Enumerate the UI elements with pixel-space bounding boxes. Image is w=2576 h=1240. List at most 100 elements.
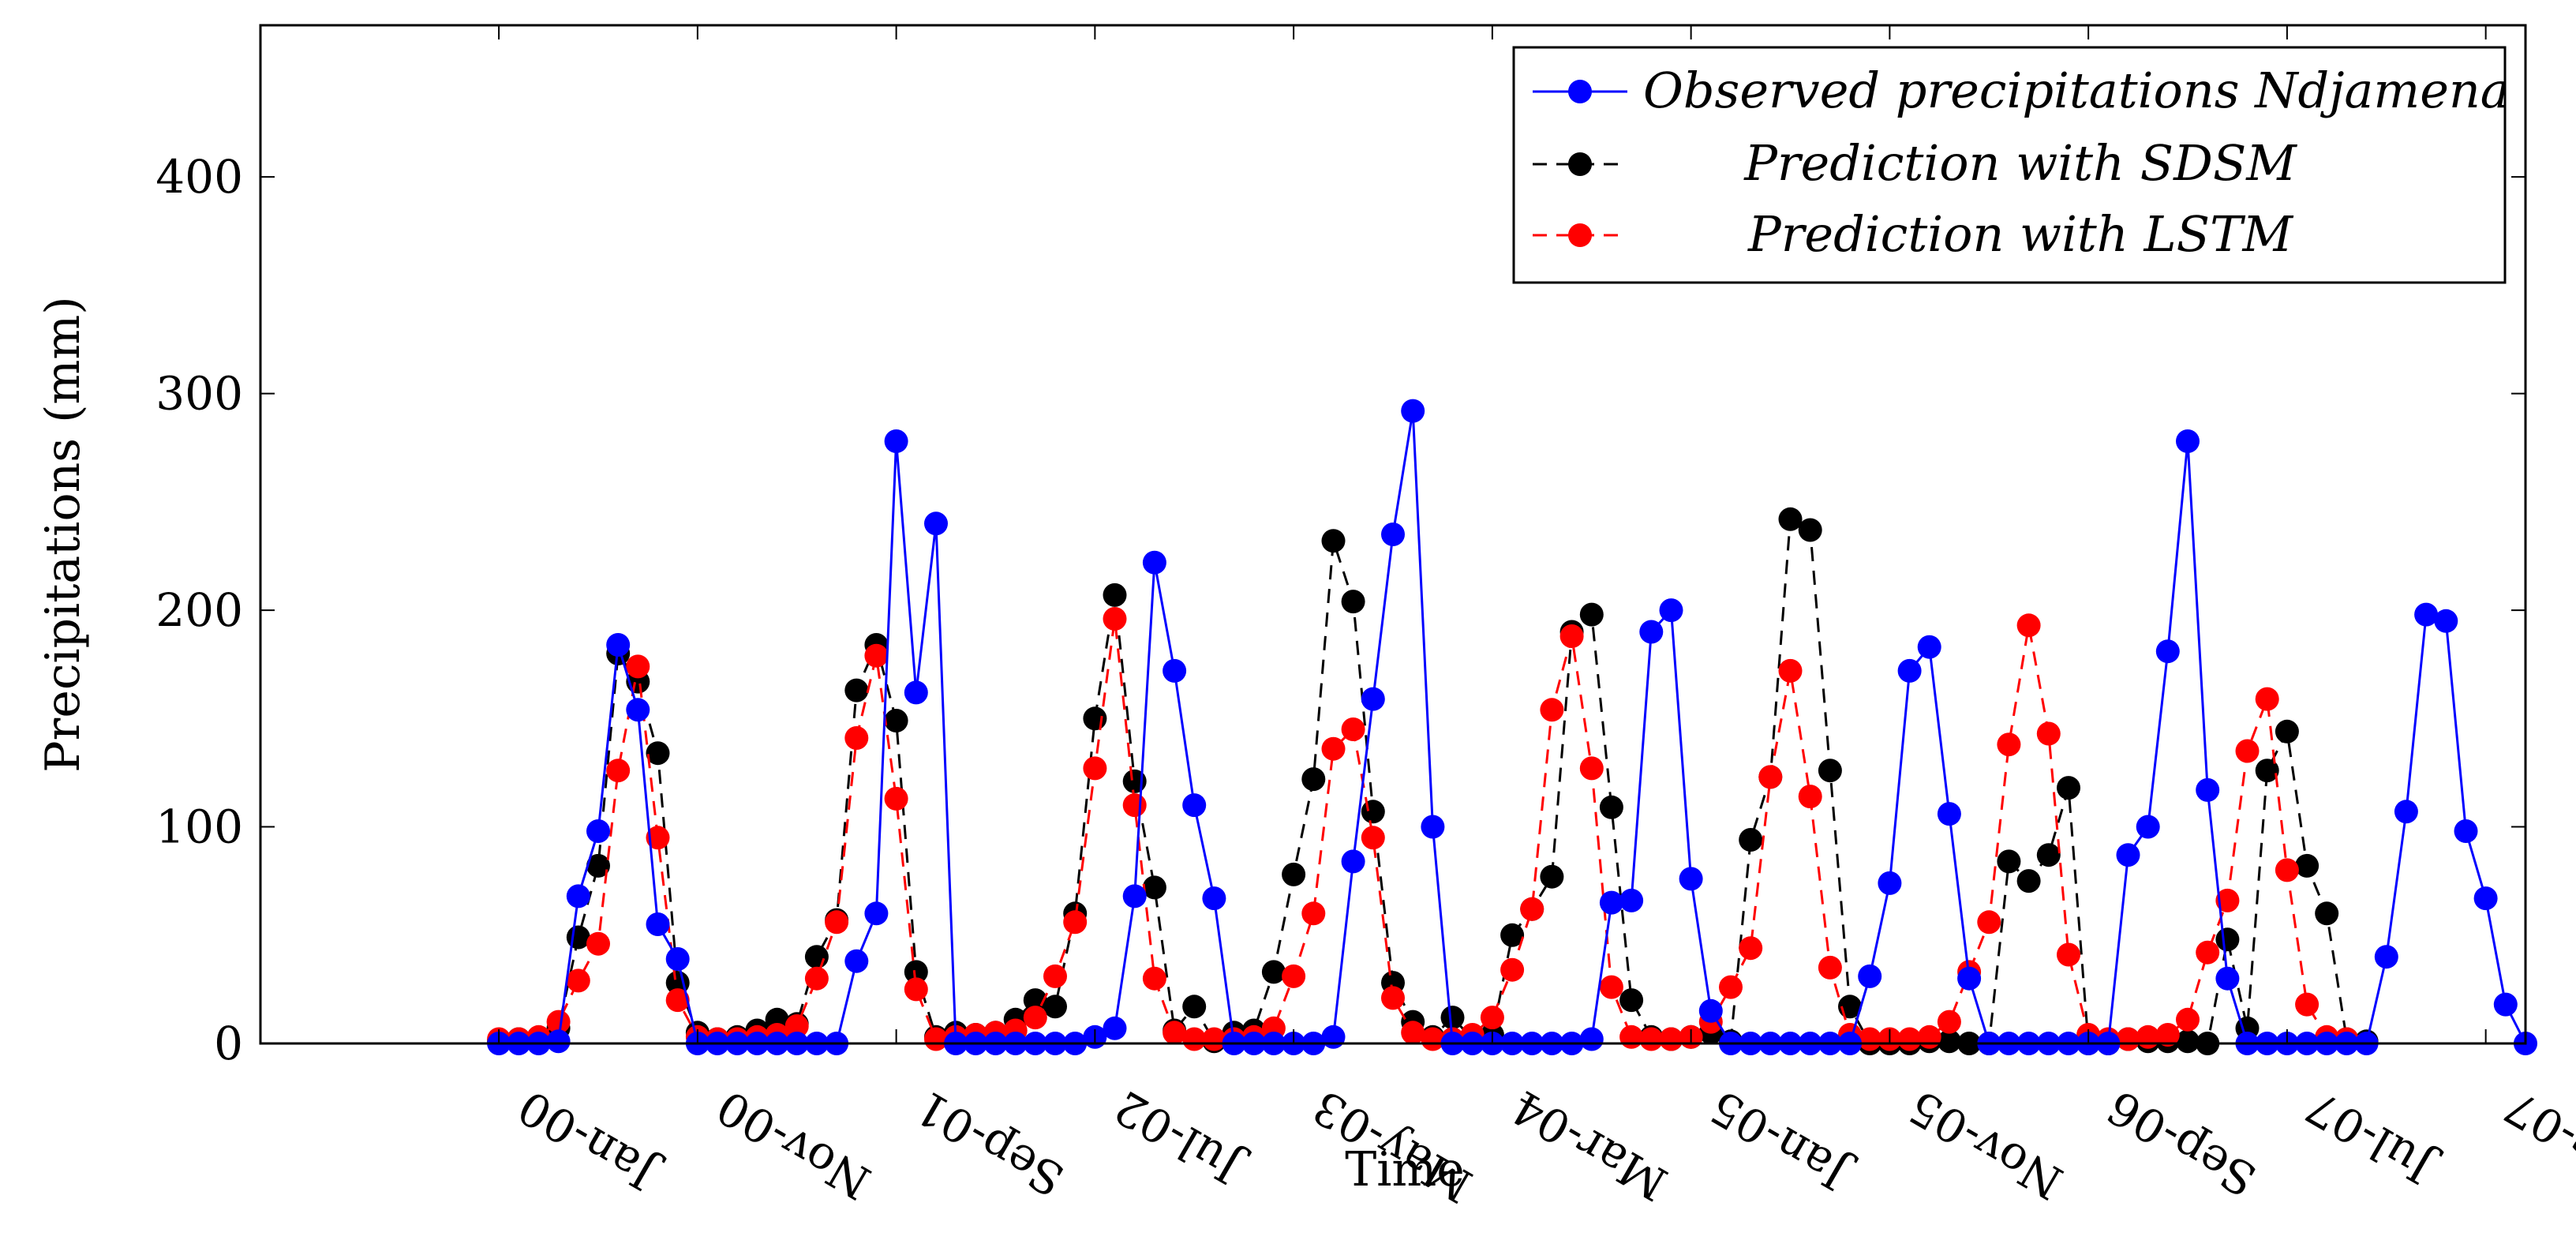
data-point <box>784 1014 809 1038</box>
data-point <box>2315 901 2339 926</box>
data-point <box>864 643 889 668</box>
legend-label-observed: Observed precipitations Ndjamena <box>1643 62 2510 119</box>
y-axis-ticks: 0 100 200 300 400 <box>155 150 2525 1070</box>
y-tick-label: 200 <box>155 583 243 637</box>
data-point <box>665 988 690 1013</box>
data-point <box>1321 529 1346 553</box>
data-point <box>2036 721 2061 746</box>
data-point <box>1798 785 1822 809</box>
data-point <box>804 945 829 969</box>
data-point <box>804 966 829 991</box>
data-point <box>1957 966 1982 991</box>
data-point <box>1977 910 2001 935</box>
data-point <box>1282 964 1306 988</box>
data-point <box>1659 598 1683 623</box>
data-point <box>1937 1029 1961 1054</box>
data-point <box>864 901 889 926</box>
data-point <box>2057 776 2080 800</box>
data-point <box>924 511 948 536</box>
data-point <box>1142 966 1166 991</box>
data-point <box>1500 923 1525 947</box>
data-point <box>2374 945 2398 969</box>
data-point <box>1619 888 1644 912</box>
data-point <box>825 910 849 935</box>
plot-frame <box>259 24 2527 1045</box>
data-point <box>1878 871 1902 895</box>
data-point <box>1341 717 1365 741</box>
data-point <box>1480 1006 1504 1030</box>
data-point <box>665 947 690 971</box>
data-point <box>1540 698 1564 722</box>
data-point <box>1261 960 1286 984</box>
data-point <box>1361 687 1385 711</box>
data-point <box>1142 875 1166 900</box>
data-point <box>1063 910 1088 935</box>
data-point <box>2196 940 2220 965</box>
data-point <box>2295 992 2320 1017</box>
data-point <box>2454 819 2478 843</box>
data-point <box>844 678 869 702</box>
data-point <box>844 949 869 973</box>
data-point <box>1599 890 1623 915</box>
data-point <box>1520 897 1544 921</box>
data-point <box>1043 995 1067 1019</box>
data-point <box>2493 992 2518 1017</box>
legend-marker-lstm <box>1568 223 1592 247</box>
data-point <box>2057 942 2080 967</box>
data-point <box>586 931 610 956</box>
data-point <box>1103 583 1127 607</box>
data-point <box>2215 927 2240 952</box>
data-point <box>1798 518 1822 542</box>
data-point <box>1579 1027 1604 1051</box>
y-axis-label: Precipitations (mm) <box>36 296 91 772</box>
data-point <box>1500 957 1525 982</box>
data-point <box>1639 620 1664 644</box>
series-2 <box>487 607 2359 1051</box>
data-point <box>1023 988 1047 1013</box>
legend-box <box>1512 46 2507 284</box>
data-point <box>626 698 650 722</box>
data-point <box>646 741 670 766</box>
data-point <box>1381 523 1405 546</box>
x-axis-label: Time <box>1345 1142 1465 1197</box>
data-point <box>1599 795 1623 819</box>
data-point <box>1897 1027 1922 1051</box>
data-point <box>1559 624 1584 648</box>
data-point <box>2016 613 2041 638</box>
series-line <box>499 617 2347 1040</box>
data-point <box>2235 739 2260 763</box>
data-point <box>1540 864 1564 889</box>
data-point <box>1401 399 1425 423</box>
y-tick-label: 0 <box>214 1017 243 1070</box>
data-point <box>1083 756 1107 781</box>
data-point <box>1122 884 1147 908</box>
data-point <box>646 826 670 850</box>
data-point <box>1639 1027 1664 1051</box>
data-point <box>1282 862 1306 886</box>
legend-marker-observed <box>1568 80 1592 103</box>
data-point <box>2295 853 2320 878</box>
legend-label-lstm: Prediction with LSTM <box>1747 205 2293 263</box>
data-point <box>884 429 908 453</box>
data-point <box>1361 826 1385 850</box>
series-layer <box>487 399 2537 1055</box>
data-point <box>1301 767 1326 792</box>
data-point <box>2116 843 2140 867</box>
data-point <box>904 960 928 984</box>
data-point <box>1341 590 1365 614</box>
data-point <box>1401 1021 1425 1045</box>
data-point <box>1818 759 1842 783</box>
data-point <box>1997 849 2021 874</box>
data-point <box>1698 998 1723 1023</box>
data-point <box>1659 1027 1683 1051</box>
y-tick-label: 300 <box>155 367 243 421</box>
data-point <box>2036 843 2061 867</box>
data-point <box>626 654 650 679</box>
data-point <box>1103 607 1127 631</box>
data-point <box>2155 639 2180 664</box>
data-point <box>1341 849 1365 874</box>
data-point <box>904 680 928 705</box>
data-point <box>1917 1025 1941 1049</box>
data-point <box>1321 1025 1346 1049</box>
y-tick-label: 400 <box>155 150 243 204</box>
